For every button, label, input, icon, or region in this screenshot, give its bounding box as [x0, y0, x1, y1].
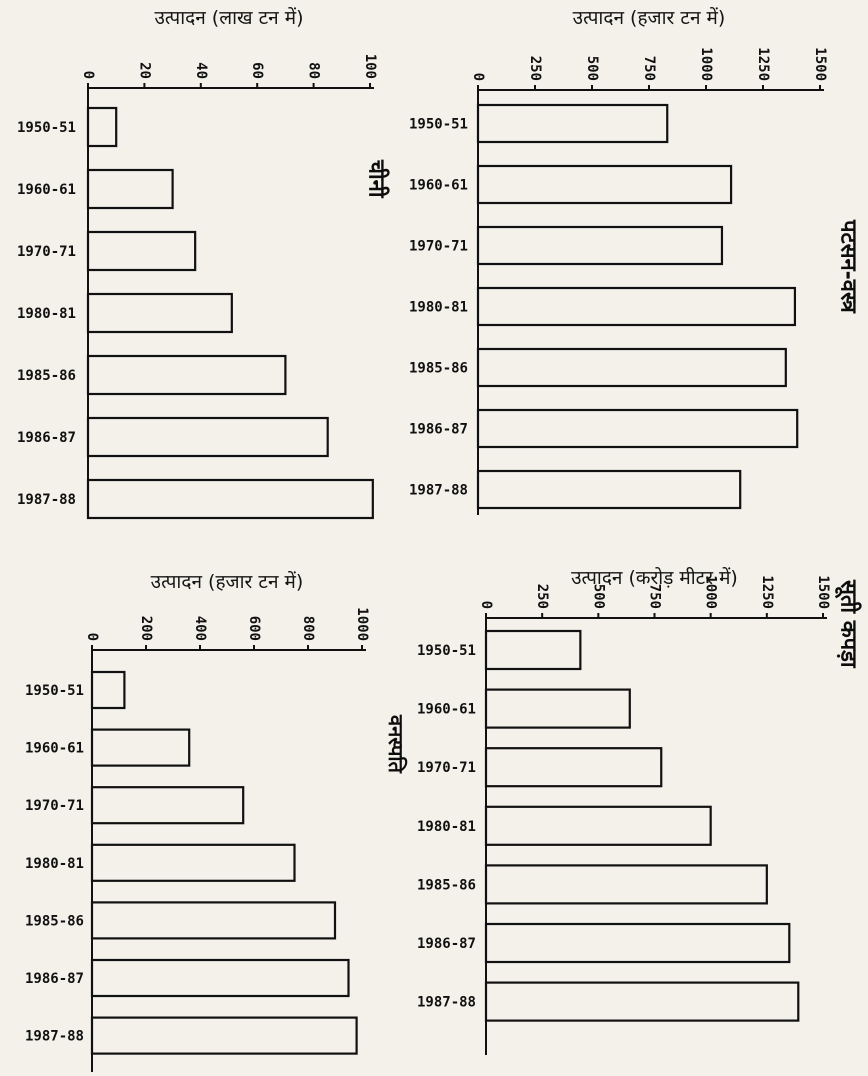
tick-label: 250	[527, 56, 543, 81]
category-label: 1987-88	[409, 483, 468, 499]
bar	[86, 106, 118, 148]
tick-label: 1250	[755, 47, 771, 81]
category-label: 1987-88	[17, 492, 76, 508]
bar	[90, 958, 350, 998]
bar	[484, 981, 800, 1022]
bar	[90, 1016, 358, 1055]
bar	[90, 728, 191, 767]
tick-label: 40	[193, 62, 209, 79]
category-label: 1970-71	[25, 798, 84, 814]
tick-label: 500	[590, 584, 606, 609]
bar	[484, 747, 663, 788]
bar	[86, 354, 287, 396]
category-label: 1985-86	[17, 368, 76, 384]
category-label: 1970-71	[17, 244, 76, 260]
x-axis-label: उत्पादन (लाख टन में)	[154, 6, 303, 29]
category-label: 1986-87	[409, 422, 468, 438]
tick-label: 200	[138, 616, 154, 641]
tick-label: 20	[136, 62, 152, 79]
tick-label: 1000	[354, 607, 370, 641]
x-axis-label: उत्पादन (हजार टन में)	[573, 6, 726, 29]
bar	[476, 103, 669, 144]
category-label: 1980-81	[17, 306, 76, 322]
tick-label: 60	[249, 62, 265, 79]
bar	[86, 478, 374, 520]
bar	[476, 164, 733, 205]
bar	[90, 670, 126, 710]
bar	[476, 347, 787, 388]
category-label: 1987-88	[25, 1029, 84, 1045]
tick-label: 80	[306, 62, 322, 79]
tick-label: 400	[192, 616, 208, 641]
chart-title: वनस्पति	[384, 714, 408, 775]
tick-label: 0	[84, 633, 100, 641]
category-label: 1986-87	[417, 936, 476, 952]
category-label: 1950-51	[417, 643, 476, 659]
category-label: 1980-81	[417, 819, 476, 835]
category-label: 1986-87	[17, 430, 76, 446]
tick-label: 1000	[703, 575, 719, 609]
category-label: 1960-61	[25, 741, 84, 757]
bar	[476, 225, 724, 266]
tick-label: 750	[647, 584, 663, 609]
tick-label: 250	[534, 584, 550, 609]
bar	[90, 901, 337, 940]
category-label: 1980-81	[409, 300, 468, 316]
category-label: 1970-71	[417, 760, 476, 776]
bar	[86, 168, 174, 210]
bar	[484, 805, 712, 846]
tick-label: 1250	[759, 575, 775, 609]
chart-panel-cotton: उत्पादन (करोड़ मीटर में) 0 250 500 750 1000 12…	[417, 566, 863, 1055]
bar	[86, 230, 197, 272]
tick-label: 600	[246, 616, 262, 641]
category-label: 1987-88	[417, 995, 476, 1011]
tick-label: 0	[478, 601, 494, 609]
category-label: 1985-86	[417, 877, 476, 893]
chart-panel-sugar: उत्पादन (लाख टन में) 0 20 40 60 80 100 1950-51 1…	[17, 6, 391, 520]
bar	[476, 469, 742, 510]
bar	[476, 286, 797, 327]
bar	[484, 922, 791, 964]
bar	[86, 416, 329, 458]
category-label: 1960-61	[17, 182, 76, 198]
category-label: 1950-51	[409, 117, 468, 133]
bar	[484, 688, 631, 729]
bar	[476, 408, 799, 449]
tick-label: 1000	[698, 47, 714, 81]
category-label: 1985-86	[409, 361, 468, 377]
chart-title: पटसन-वस्त्र	[836, 219, 861, 314]
x-axis-label: उत्पादन (हजार टन में)	[151, 570, 304, 593]
category-label: 1986-87	[25, 971, 84, 987]
tick-label: 1500	[812, 47, 828, 81]
tick-label: 750	[641, 56, 657, 81]
tick-label: 1500	[815, 575, 831, 609]
category-label: 1950-51	[25, 683, 84, 699]
category-label: 1960-61	[417, 702, 476, 718]
category-label: 1950-51	[17, 120, 76, 136]
category-label: 1970-71	[409, 239, 468, 255]
bar	[90, 786, 245, 825]
tick-label: 100	[362, 54, 378, 79]
category-label: 1960-61	[409, 178, 468, 194]
category-label: 1980-81	[25, 856, 84, 872]
bar	[86, 292, 233, 334]
bar	[484, 629, 582, 671]
category-label: 1985-86	[25, 913, 84, 929]
chart-panel-jute: उत्पादन (हजार टन में) 0 250 500 750 1000 1250 1…	[409, 6, 861, 515]
bar	[484, 864, 768, 905]
chart-title: चीनी	[364, 159, 391, 199]
tick-label: 0	[80, 71, 96, 79]
x-axis-label: उत्पादन (करोड़ मीटर में)	[571, 566, 738, 589]
bar	[90, 843, 296, 882]
tick-label: 500	[584, 56, 600, 81]
chart-title: सूती कपड़ा	[835, 579, 863, 669]
tick-label: 0	[470, 73, 486, 81]
tick-label: 800	[300, 616, 316, 641]
chart-panel-vanaspati: उत्पादन (हजार टन में) 0 200 400 600 800 1000 19…	[25, 570, 408, 1072]
